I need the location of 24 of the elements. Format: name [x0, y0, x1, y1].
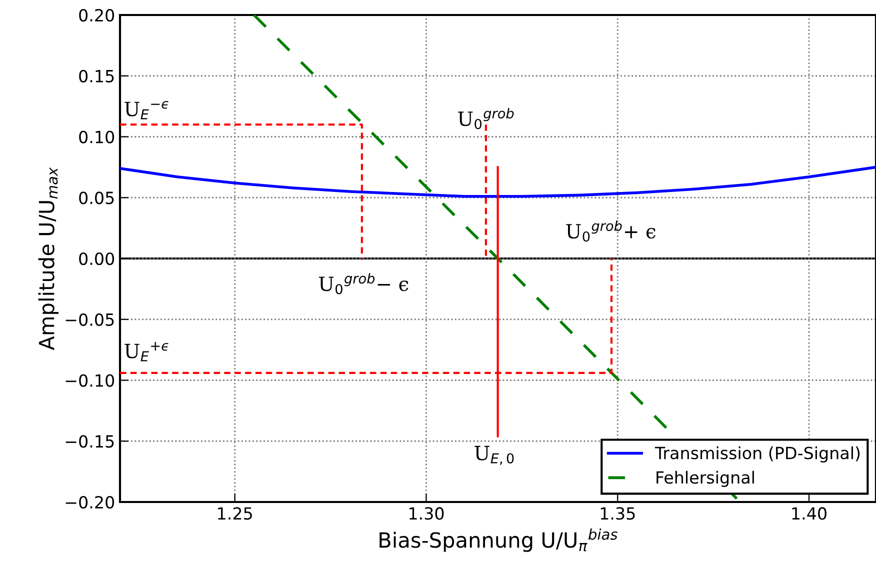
y-tick-label: 0.20: [79, 8, 114, 22]
y-tick-label: 0.15: [79, 70, 114, 82]
annotation: U$_{E}$$^{+ϵ}$: [124, 342, 168, 362]
y-tick-label: 0.05: [79, 192, 114, 204]
legend-label: Fehlersignal: [656, 470, 754, 487]
y-axis-title: Amplitude U/U$_{max}$: [38, 167, 58, 350]
line-series: [120, 166, 876, 198]
annotation: U$_{0}$$^{grob}$+ ϵ: [566, 220, 656, 242]
x-axis-title: Bias-Spannung U/U$_{π}$$^{bias}$: [380, 528, 618, 552]
legend-label: Transmission (PD-Signal): [654, 446, 860, 463]
x-tick-label: 1.30: [410, 507, 444, 520]
annotation: U$_{0}$$^{grob}$− ϵ: [318, 273, 408, 294]
y-tick-label: 0.00: [79, 252, 114, 266]
y-tick-label: −0.05: [66, 313, 114, 326]
x-tick-label: 1.35: [600, 507, 635, 520]
x-tick-label: 1.25: [218, 507, 252, 520]
annotation: U$_{0}$$^{grob}$: [458, 108, 514, 130]
x-tick-label: 1.40: [792, 507, 826, 520]
y-tick-label: 0.10: [79, 130, 114, 144]
annotation: U$_{E}$$^{−ϵ}$: [124, 100, 168, 120]
annotation: U$_{E,0}$: [474, 446, 514, 465]
y-tick-label: −0.15: [66, 435, 114, 448]
y-tick-label: −0.20: [66, 496, 114, 509]
y-tick-label: −0.10: [66, 374, 114, 387]
